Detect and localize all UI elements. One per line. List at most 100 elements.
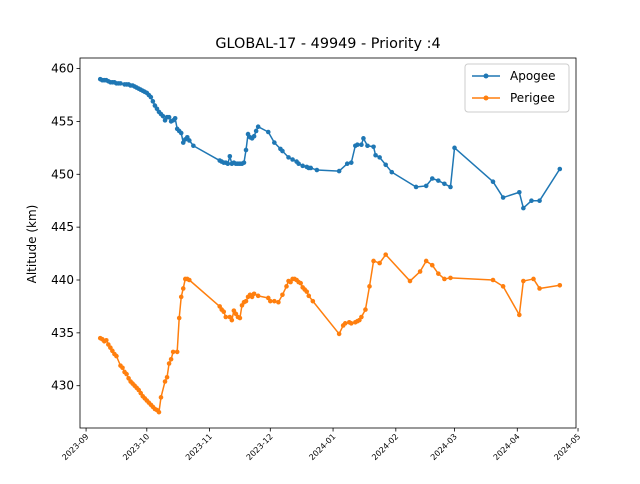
perigee-point — [359, 314, 364, 320]
perigee-point — [221, 309, 227, 315]
apogee-point — [377, 155, 382, 160]
perigee-point — [557, 282, 563, 288]
y-tick-label: 460 — [51, 62, 74, 76]
perigee-point — [276, 299, 281, 305]
apogee-point — [290, 157, 295, 162]
apogee-point — [389, 169, 395, 175]
apogee-point — [348, 160, 354, 165]
perigee-point — [168, 356, 174, 362]
perigee-point — [158, 395, 164, 400]
apogee-point — [191, 143, 196, 149]
apogee-point — [308, 165, 314, 171]
y-tick-label: 435 — [51, 326, 74, 340]
legend-marker-perigee — [483, 95, 489, 101]
apogee-point — [361, 136, 366, 141]
y-tick-label: 430 — [51, 379, 74, 393]
plot-area — [97, 76, 563, 415]
perigee-point — [448, 275, 453, 281]
perigee-point — [407, 278, 413, 284]
y-axis: 430 435 440 445 450 455 460 — [51, 62, 80, 393]
apogee-point — [500, 195, 506, 200]
perigee-point — [298, 280, 303, 286]
apogee-point — [296, 161, 301, 167]
perigee-point — [104, 337, 109, 343]
y-tick-label: 455 — [51, 114, 74, 128]
y-axis-label: Altitude (km) — [25, 205, 39, 284]
perigee-point — [272, 298, 277, 304]
apogee-point — [251, 133, 257, 139]
apogee-point — [365, 143, 370, 149]
y-tick-label: 450 — [51, 167, 74, 181]
perigee-point — [371, 258, 376, 264]
legend-item-apogee: Apogee — [472, 69, 556, 83]
perigee-point — [280, 292, 285, 298]
apogee-point — [429, 176, 435, 181]
perigee-point — [174, 349, 180, 355]
perigee-point — [417, 269, 423, 274]
apogee-point — [255, 124, 261, 130]
apogee-point — [118, 81, 123, 86]
perigee-point — [223, 314, 229, 320]
apogee-point — [490, 179, 496, 184]
perigee-point — [336, 331, 342, 337]
legend-label-perigee: Perigee — [510, 91, 555, 105]
apogee-point — [452, 145, 457, 151]
perigee-point — [490, 277, 496, 283]
apogee-point — [272, 140, 277, 145]
apogee-point — [227, 154, 233, 159]
legend: Apogee Perigee — [464, 63, 570, 113]
legend-item-perigee: Perigee — [472, 91, 555, 105]
perigee-point — [255, 293, 261, 299]
perigee-point — [531, 276, 536, 282]
perigee-point — [170, 349, 176, 355]
apogee-point — [336, 168, 342, 174]
perigee-point — [164, 374, 170, 380]
perigee-point — [237, 315, 243, 321]
perigee-point — [229, 317, 235, 323]
perigee-point — [500, 284, 506, 289]
apogee-point — [166, 114, 172, 120]
perigee-point — [367, 284, 372, 289]
apogee-point — [253, 128, 259, 134]
perigee-point — [166, 361, 172, 366]
apogee-point — [517, 189, 522, 195]
apogee-point — [265, 129, 271, 135]
perigee-point — [377, 260, 382, 266]
perigee-point — [178, 294, 184, 300]
perigee-point — [429, 262, 435, 268]
perigee-point — [517, 312, 522, 318]
apogee-point — [241, 160, 247, 165]
y-tick-label: 440 — [51, 273, 74, 287]
apogee-point — [280, 148, 285, 154]
perigee-point — [243, 298, 249, 304]
apogee-point — [187, 138, 192, 143]
perigee-point — [251, 291, 257, 297]
perigee-point — [363, 307, 368, 312]
apogee-point — [225, 161, 231, 167]
perigee-point — [156, 409, 162, 415]
perigee-point — [348, 321, 354, 326]
perigee-point — [268, 298, 273, 304]
perigee-point — [187, 277, 192, 283]
apogee-point — [373, 152, 378, 158]
axes-frame — [79, 57, 577, 429]
perigee-point — [423, 258, 429, 264]
apogee-point — [150, 99, 156, 104]
apogee-point — [383, 162, 389, 168]
perigee-point — [162, 379, 168, 384]
perigee-point — [176, 315, 182, 321]
apogee-point — [442, 181, 447, 187]
apogee-point — [423, 183, 429, 189]
apogee-point — [160, 113, 166, 119]
apogee-point — [148, 94, 154, 100]
chart-title: GLOBAL-17 - 49949 - Priority :4 — [215, 36, 440, 52]
perigee-point — [521, 278, 526, 284]
apogee-point — [172, 115, 178, 121]
perigee-point — [114, 353, 119, 359]
apogee-point — [537, 198, 542, 204]
apogee-point — [243, 147, 249, 153]
perigee-point — [180, 286, 186, 291]
apogee-point — [355, 142, 360, 147]
